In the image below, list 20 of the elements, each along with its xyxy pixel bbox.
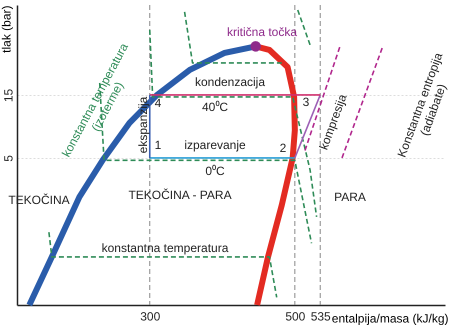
annotation: konstantna temperatura (102, 241, 229, 255)
annotation: ekspanzija (136, 96, 150, 154)
annotation: PARA (334, 190, 366, 204)
x-tick-label: 300 (140, 310, 161, 324)
x-tick-label: 535 (310, 310, 332, 324)
annotation: 40⁰C (202, 100, 228, 114)
annotation: 4 (154, 96, 162, 110)
annotation: 2 (280, 141, 287, 155)
annotation: TEKOČINA - PARA (128, 188, 232, 202)
annotation: kritična točka (226, 25, 298, 39)
annotation: kondenzacija (194, 75, 266, 89)
annotation: 3 (302, 95, 310, 109)
x-axis-title: entalpija/masa (kJ/kg) (332, 312, 448, 326)
x-tick-label: 500 (285, 310, 306, 324)
annotation: 1 (154, 138, 162, 152)
y-tick-label: 5 (2, 154, 16, 162)
annotation: 0⁰C (205, 164, 225, 178)
y-axis-title: tlak (bar) (0, 5, 14, 53)
y-tick-label: 15 (2, 88, 16, 102)
annotation: izparevanje (184, 138, 246, 152)
